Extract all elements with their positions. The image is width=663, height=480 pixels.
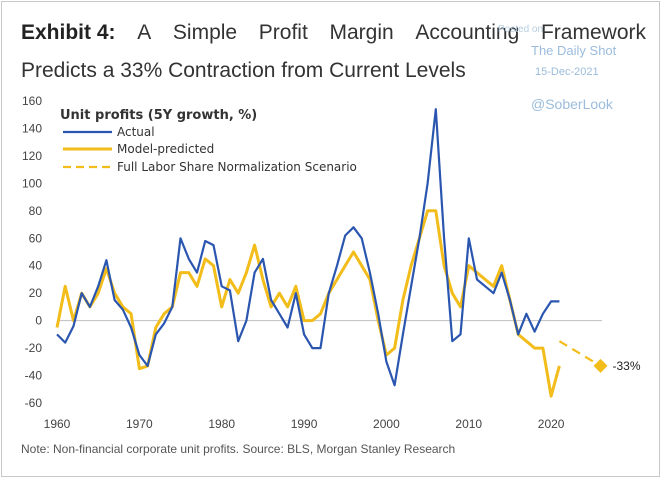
- watermark-source: The Daily Shot: [531, 43, 617, 58]
- x-tick-label: 2000: [373, 417, 400, 431]
- legend-label: Actual: [117, 125, 155, 139]
- watermark-posted: Posted on: [498, 24, 544, 35]
- title-word: A: [137, 21, 152, 44]
- title-line-2: Predicts a 33% Contraction from Current …: [21, 59, 466, 82]
- chart-title: Exhibit 4: A Simple Profit Margin Accoun…: [21, 14, 646, 90]
- scenario-endpoint-label: -33%: [613, 359, 641, 373]
- y-tick-label: 20: [29, 286, 43, 300]
- legend-label: Full Labor Share Normalization Scenario: [117, 160, 357, 174]
- series-line-actual: [56, 108, 560, 387]
- y-tick-label: -40: [25, 369, 43, 383]
- y-tick-label: -20: [25, 341, 43, 355]
- x-tick-label: 1990: [291, 417, 318, 431]
- y-tick-label: 80: [29, 204, 43, 218]
- y-tick-label: -60: [25, 396, 43, 410]
- y-tick-label: 40: [29, 259, 43, 273]
- y-tick-label: 100: [22, 176, 42, 190]
- title-word: Framework: [540, 21, 646, 44]
- watermark-handle: @SoberLook: [531, 96, 613, 112]
- x-tick-label: 2020: [538, 417, 565, 431]
- legend-label: Model-predicted: [117, 142, 214, 156]
- y-tick-label: 160: [22, 94, 42, 108]
- scenario-endpoint-marker: [593, 358, 608, 373]
- title-line-1: Exhibit 4: A Simple Profit Margin Accoun…: [21, 14, 646, 52]
- x-tick-label: 1970: [126, 417, 153, 431]
- title-word: Margin: [329, 21, 394, 44]
- y-tick-label: 140: [22, 121, 42, 135]
- x-tick-label: 1960: [44, 417, 71, 431]
- source-note: Note: Non-financial corporate unit profi…: [21, 442, 456, 456]
- x-tick-label: 2010: [455, 417, 482, 431]
- title-word: Profit: [258, 21, 308, 44]
- watermark-date: 15-Dec-2021: [535, 66, 599, 78]
- series-line-model-predicted: [55, 209, 561, 398]
- y-tick-label: 60: [29, 231, 43, 245]
- title-word: Simple: [172, 21, 238, 44]
- exhibit-label: Exhibit 4:: [21, 21, 116, 44]
- title-word: Accounting: [415, 21, 520, 44]
- x-tick-label: 1980: [208, 417, 235, 431]
- legend-title: Unit profits (5Y growth, %): [60, 108, 257, 123]
- series-line-scenario: [558, 340, 602, 367]
- y-tick-label: 0: [35, 314, 42, 328]
- y-tick-label: 120: [22, 149, 42, 163]
